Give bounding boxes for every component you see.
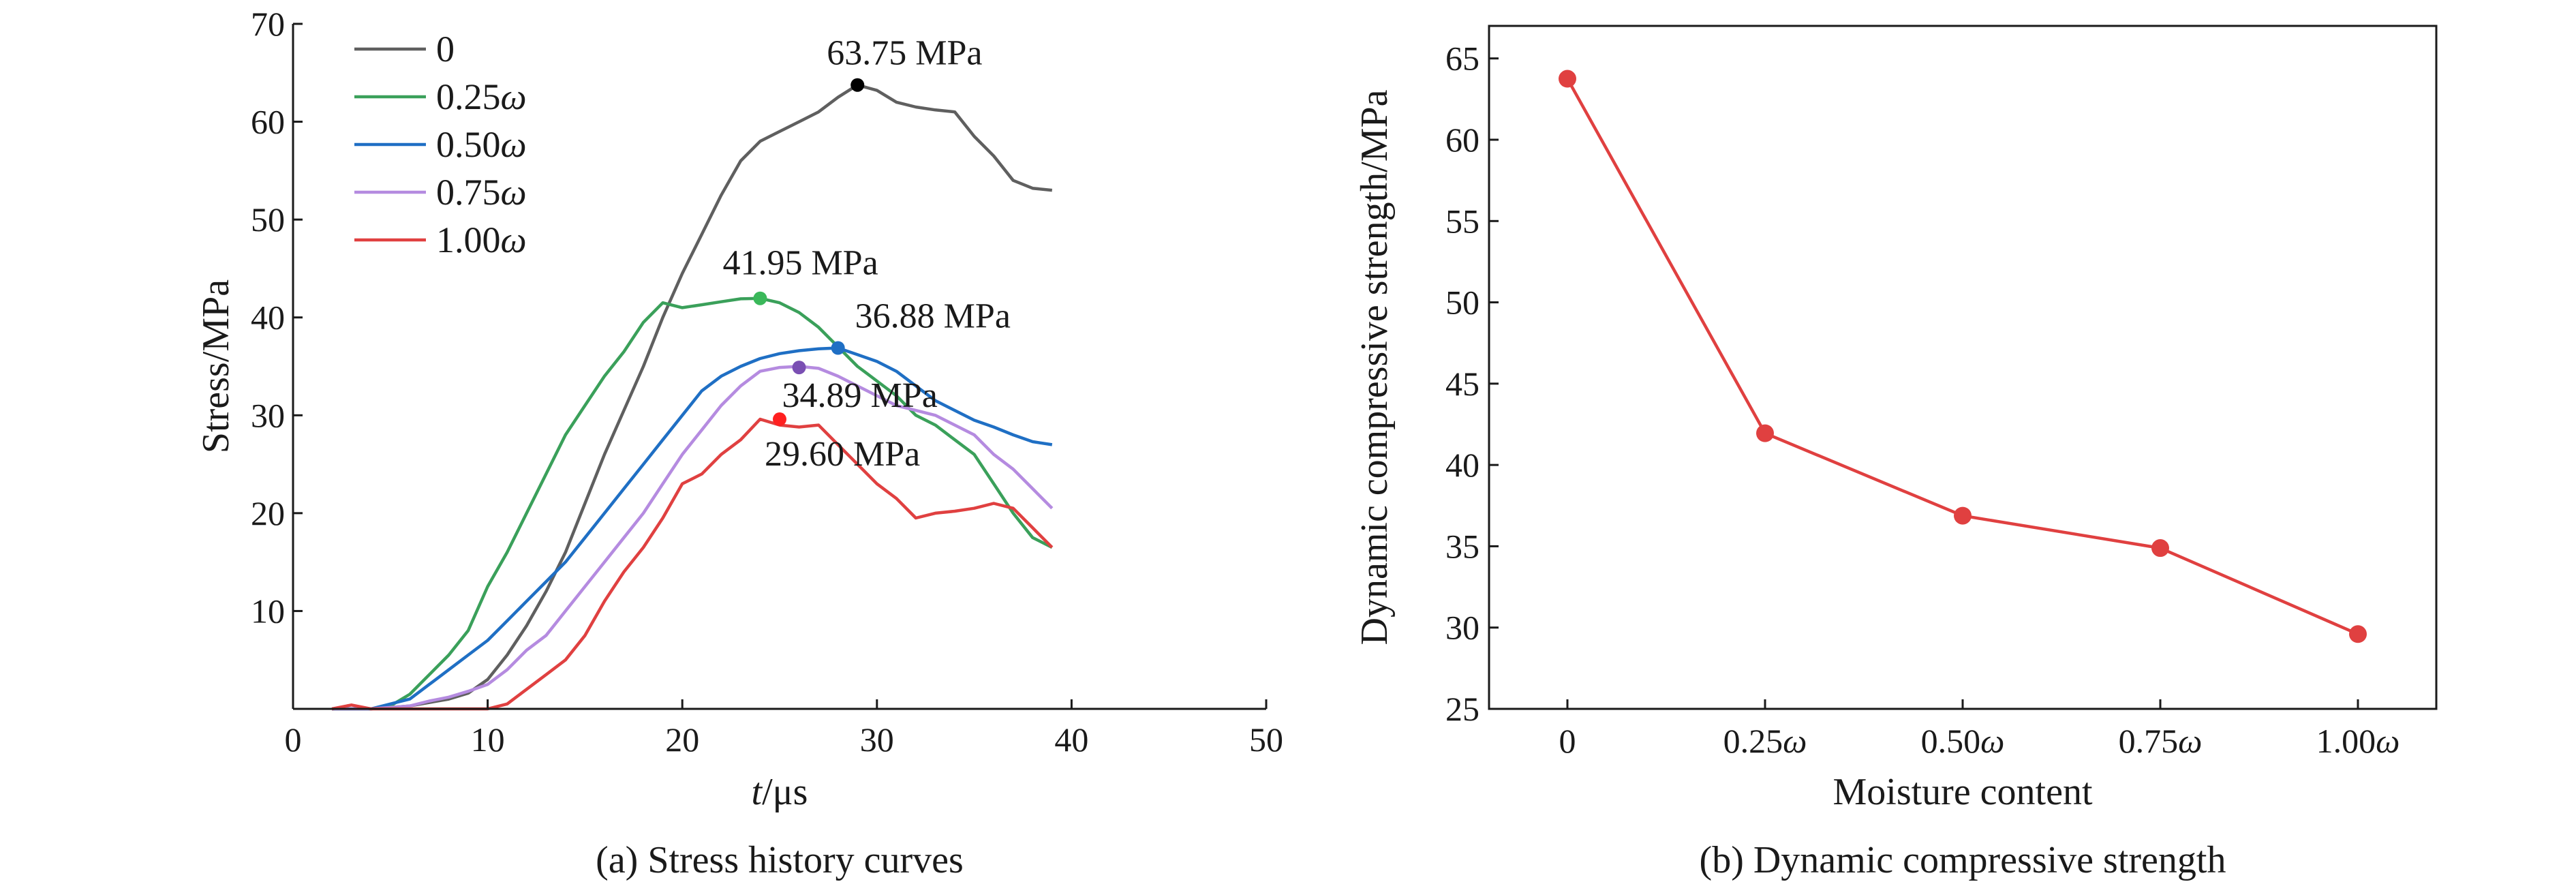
- y-axis-label: Stress/MPa: [195, 279, 237, 453]
- caption-a: (a) Stress history curves: [596, 839, 964, 881]
- y-tick-label: 10: [251, 592, 285, 630]
- peak-marker: [773, 412, 786, 427]
- y-tick-label: 65: [1445, 40, 1479, 78]
- x-tick-label: 20: [665, 720, 699, 759]
- y-tick-label: 35: [1445, 527, 1479, 565]
- series-line-4: [331, 417, 1054, 711]
- y-tick-label: 55: [1445, 202, 1479, 240]
- series-line-1: [332, 296, 1053, 711]
- y-tick-label: 40: [1445, 446, 1479, 484]
- x-tick-label: 0.75ω: [2119, 722, 2203, 760]
- series-line-3: [332, 365, 1054, 711]
- y-tick-label: 20: [251, 494, 285, 532]
- legend-label: 1.00ω: [436, 219, 527, 260]
- strength-point: [2151, 539, 2169, 558]
- x-tick-label: 0: [285, 720, 302, 759]
- legend-label: 0.25ω: [436, 76, 527, 117]
- x-axis-label: Moisture content: [1833, 771, 2092, 813]
- peak-annotation: 34.89 MPa: [782, 376, 938, 415]
- peak-marker: [850, 78, 865, 92]
- y-tick-label: 60: [251, 103, 285, 141]
- y-tick-label: 50: [251, 200, 285, 239]
- y-tick-label: 45: [1445, 365, 1479, 403]
- peak-annotation: 29.60 MPa: [765, 435, 920, 474]
- peak-annotation: 41.95 MPa: [722, 244, 878, 283]
- x-axis-label: t/μs: [752, 771, 808, 813]
- strength-point: [1954, 506, 1972, 525]
- series-line-0: [332, 83, 1053, 711]
- y-tick-label: 25: [1445, 690, 1479, 728]
- caption-b: (b) Dynamic compressive strength: [1700, 839, 2226, 881]
- dynamic-strength-chart: 25 30 35 40 45 50 55 60 65 0 0.25ω 0.50ω 0.75ω 1.00ω…: [1353, 25, 2438, 881]
- series-line-2: [332, 346, 1053, 711]
- stress-history-chart: 63.75 MPa 41.95 MPa 36.88 MPa 34.89 MPa 29.6…: [195, 5, 1283, 881]
- y-tick-label: 30: [1445, 609, 1479, 647]
- peak-annotation: 63.75 MPa: [827, 34, 982, 73]
- y-tick-label: 60: [1445, 121, 1479, 159]
- legend-label: 0.75ω: [436, 172, 527, 213]
- x-tick-label: 0.25ω: [1723, 722, 1807, 760]
- legend: 0 0.25ω 0.50ω 0.75ω 1.00ω: [354, 29, 527, 260]
- x-tick-label: 1.00ω: [2316, 722, 2400, 760]
- strength-line: [1566, 78, 2359, 636]
- y-tick-label: 50: [1445, 284, 1479, 322]
- x-tick-label: 0: [1559, 722, 1576, 760]
- legend-label: 0: [436, 29, 455, 70]
- peak-annotation: 36.88 MPa: [855, 297, 1011, 336]
- peak-marker: [753, 291, 767, 305]
- y-axis-label: Dynamic compressive strength/MPa: [1353, 89, 1396, 645]
- x-tick-label: 50: [1249, 720, 1283, 759]
- strength-point: [2349, 625, 2367, 643]
- y-tick-label: 30: [251, 396, 285, 434]
- peak-marker: [831, 341, 845, 355]
- strength-point: [1559, 70, 1576, 88]
- x-tick-label: 0.50ω: [1921, 722, 2005, 760]
- y-tick-label: 40: [251, 299, 285, 337]
- y-tick-label: 70: [251, 5, 285, 43]
- strength-point: [1756, 424, 1774, 442]
- x-tick-label: 30: [860, 720, 894, 759]
- x-tick-label: 40: [1054, 720, 1088, 759]
- peak-marker: [792, 361, 806, 375]
- x-tick-label: 10: [471, 720, 505, 759]
- legend-label: 0.50ω: [436, 124, 527, 165]
